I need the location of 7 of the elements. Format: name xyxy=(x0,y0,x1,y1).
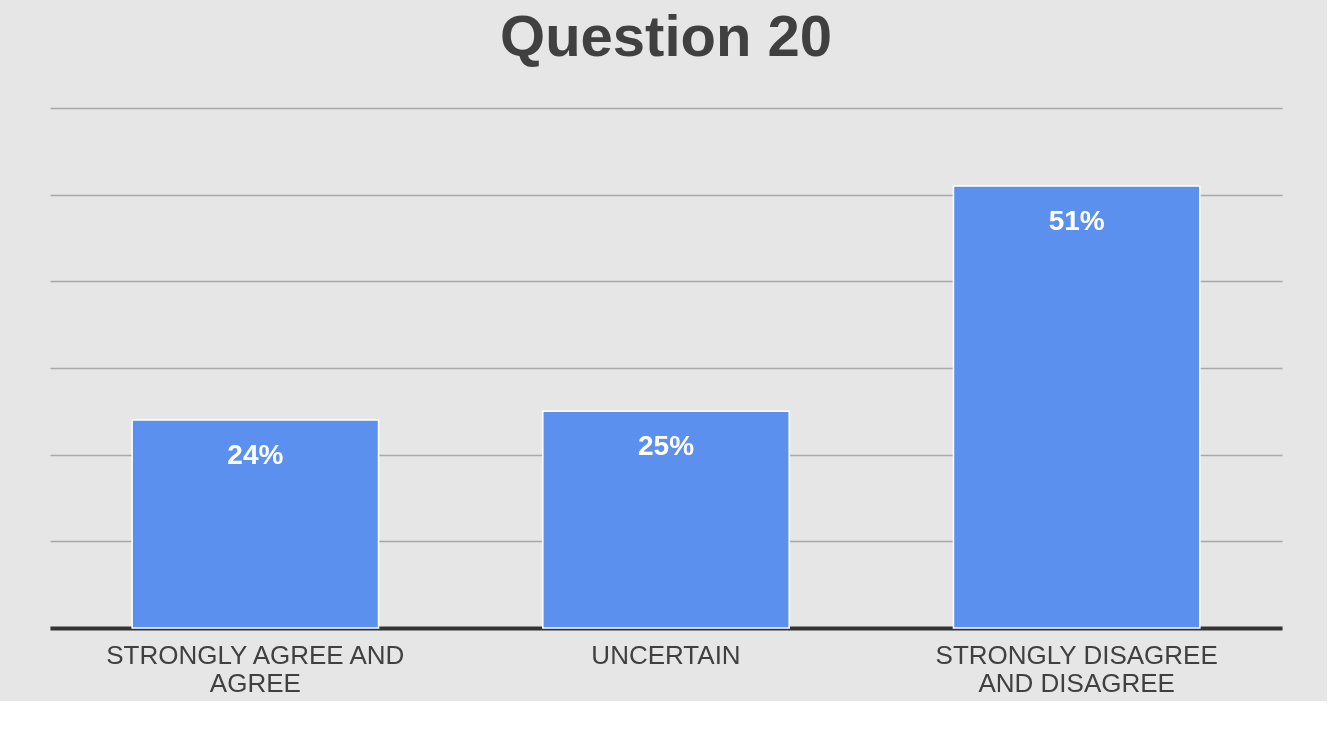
data-label: 51% xyxy=(1048,205,1105,236)
x-tick-label: STRONGLY DISAGREE AND DISAGREE xyxy=(935,639,1218,698)
chart-title: Question 20 xyxy=(500,3,832,68)
x-tick-label: STRONGLY AGREE AND AGREE xyxy=(106,639,405,698)
data-label: 24% xyxy=(227,439,284,470)
x-tick-label: UNCERTAIN xyxy=(591,639,741,670)
data-label: 25% xyxy=(637,430,695,462)
